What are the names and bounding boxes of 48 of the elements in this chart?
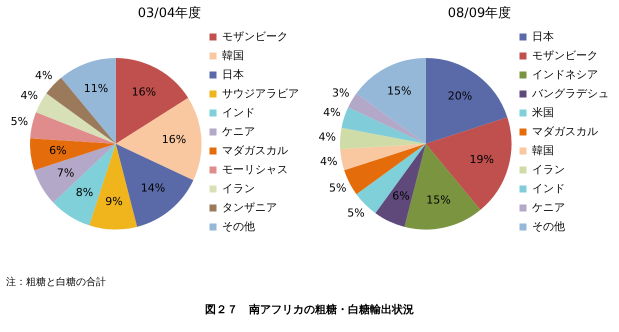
chart-title: 08/09年度 [448,5,512,22]
data-label: 15% [387,84,412,98]
legend-label: インドネシア [532,68,598,81]
data-label: 14% [140,182,166,195]
legend-label: 日本 [532,30,554,43]
legend-label: タンザニア [222,200,277,214]
data-label: 5% [10,115,28,128]
caption: 図２７ 南アフリカの粗糖・白糖輸出状況 [204,302,415,317]
data-label: 8% [76,186,94,199]
data-label: 4% [20,89,38,102]
data-label: 15% [426,194,451,207]
legend-label: 日本 [222,68,244,81]
legend-label: サウジアラビア [222,86,299,100]
legend-label: インド [222,106,255,119]
legend-label: その他 [222,220,255,233]
legend-label: マダガスカル [222,144,288,157]
data-label: 20% [448,89,472,102]
legend-label: モザンビーク [222,30,288,43]
data-label: 6% [49,144,67,157]
legend-label: 米国 [532,106,554,119]
legend-label: ケニア [222,124,255,138]
legend-label: 韓国 [532,144,554,157]
legend-label: モザンビーク [532,48,598,62]
legend-label: インド [532,182,565,195]
data-label: 7% [56,166,74,180]
legend-label: イラン [222,182,255,195]
data-label: 11% [84,82,108,95]
legend-label: イラン [532,162,565,176]
legend-label: バングラデシュ [531,86,609,100]
data-label: 4% [320,155,338,168]
legend-label: 韓国 [222,48,244,62]
data-label: 4% [323,106,341,120]
text: 注：粗糖と白糖の合計 [6,276,106,289]
legend-label: ケニア [532,200,565,214]
data-label: 3% [332,86,350,100]
data-label: 19% [470,152,494,166]
data-label: 6% [392,189,410,202]
data-label: 16% [162,133,186,146]
data-label: 4% [318,130,336,144]
legend-label: その他 [532,220,565,233]
chart-title: 03/04年度 [138,5,202,22]
legend-label: マダガスカル [532,124,598,138]
data-label: 4% [35,69,52,82]
data-label: 9% [105,194,123,208]
data-label: 5% [329,181,346,194]
legend-label: モーリシャス [222,162,288,176]
data-label: 16% [132,86,156,99]
data-label: 5% [347,206,365,220]
